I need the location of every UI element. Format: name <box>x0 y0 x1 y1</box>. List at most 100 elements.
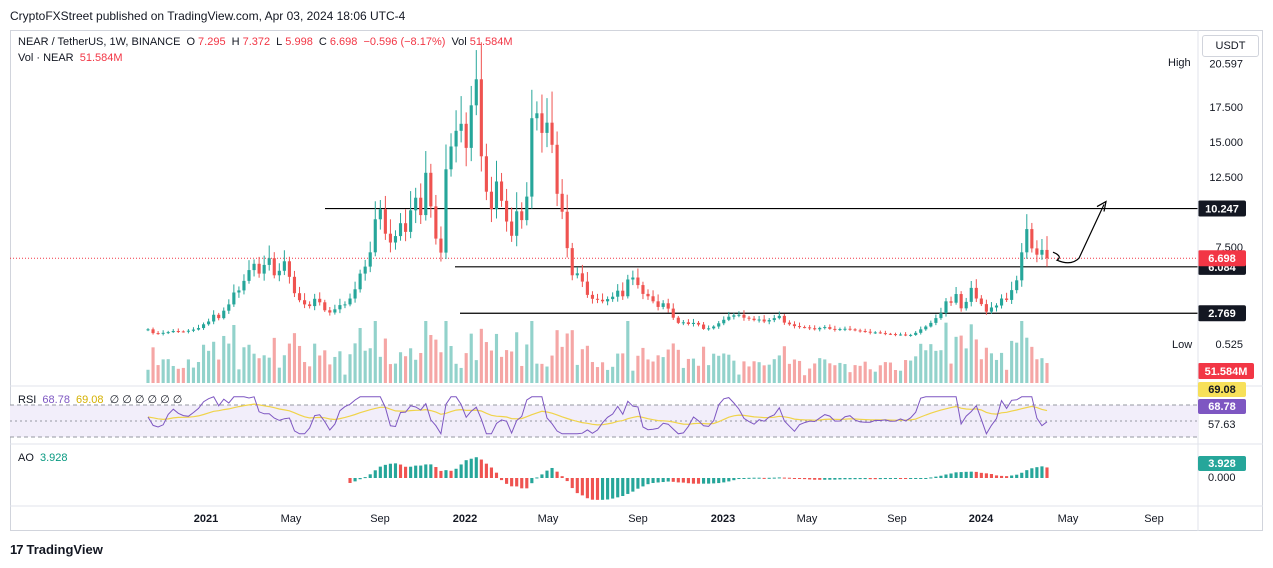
candle-body <box>560 193 564 212</box>
volume-bar <box>237 369 241 383</box>
candle-body <box>792 324 797 327</box>
volume-bar <box>752 361 756 383</box>
ao-bar <box>1010 475 1014 478</box>
volume-tag-bg <box>1198 363 1254 379</box>
candle-body <box>762 319 766 322</box>
volume-bar <box>530 321 534 383</box>
volume-name[interactable]: Vol · NEAR <box>18 52 74 64</box>
rsi-value: 68.78 <box>42 394 70 406</box>
volume-bar <box>873 371 877 383</box>
ao-tag-bg <box>1198 456 1246 471</box>
rsi-ma-tag-bg <box>1198 382 1246 397</box>
low-marker-label: Low <box>1172 339 1192 351</box>
volume-bar <box>525 344 529 383</box>
x-axis-tick: 2021 <box>194 513 218 525</box>
candle-body <box>398 223 403 237</box>
volume-bar <box>969 324 973 383</box>
volume-bar <box>343 374 347 383</box>
x-axis-tick: Sep <box>1144 513 1164 525</box>
ao-name[interactable]: AO <box>18 452 34 464</box>
volume-bar <box>207 350 211 383</box>
volume-bar <box>666 349 670 383</box>
ao-bar <box>742 478 746 479</box>
candle-body <box>752 318 756 321</box>
ao-bar <box>474 457 478 478</box>
volume-bar <box>363 350 367 383</box>
volume-bar <box>1045 363 1049 383</box>
ao-bar <box>479 459 483 478</box>
candle-body <box>1020 252 1024 281</box>
ao-bar <box>409 466 413 478</box>
ao-bar <box>1025 470 1029 478</box>
x-axis-tick: Sep <box>370 513 390 525</box>
volume-bar <box>691 358 696 383</box>
volume-bar <box>520 365 524 383</box>
candle-body <box>449 146 453 170</box>
volume-bar <box>747 366 751 383</box>
candle-body <box>353 289 357 299</box>
high-value: 7.372 <box>242 36 271 48</box>
volume-bar <box>949 363 953 383</box>
candle-body <box>267 258 271 265</box>
candle-body <box>712 326 716 329</box>
candle-body <box>939 313 943 319</box>
ao-bar <box>803 478 807 480</box>
ao-bar <box>1005 476 1009 478</box>
ao-bar <box>570 478 574 489</box>
ao-bar <box>636 478 640 489</box>
ao-bar <box>858 478 862 480</box>
volume-bar <box>808 368 812 383</box>
rsi-line <box>147 396 1048 436</box>
brand-label[interactable]: TradingView <box>26 542 103 557</box>
rsi-tag-bg <box>1198 399 1246 414</box>
candle-body <box>707 328 711 330</box>
volume-bar <box>151 347 155 383</box>
volume-bar <box>924 350 928 383</box>
volume-bar <box>535 363 539 383</box>
volume-bar <box>277 367 281 383</box>
volume-bar <box>242 347 246 383</box>
volume-bar <box>762 365 766 383</box>
ao-tag: 3.928 <box>1208 458 1236 470</box>
volume-bar <box>1010 340 1014 383</box>
rsi-name[interactable]: RSI <box>18 394 37 406</box>
ao-bar <box>1045 467 1049 478</box>
volume-bar <box>606 369 610 383</box>
ao-bar <box>934 476 938 478</box>
candle-body <box>616 290 620 297</box>
volume-bar <box>797 360 802 383</box>
volume-bar <box>545 366 549 383</box>
candle-body <box>348 298 352 305</box>
currency-button[interactable]: USDT <box>1202 35 1259 57</box>
symbol-label[interactable]: NEAR / TetherUS, 1W, BINANCE <box>18 36 181 48</box>
volume-bar <box>818 358 822 383</box>
candle-body <box>772 318 776 321</box>
ao-bar <box>782 477 786 479</box>
volume-bar <box>484 342 488 383</box>
candle-body <box>540 113 544 133</box>
ao-bar <box>575 478 579 494</box>
volume-bar <box>590 362 595 383</box>
high-marker-label: High <box>1168 57 1191 69</box>
candle-body <box>424 172 428 216</box>
volume-bar <box>328 364 332 383</box>
volume-bar <box>904 360 908 383</box>
arrow-head-icon <box>1096 200 1107 212</box>
candle-body <box>373 219 377 253</box>
volume-bar <box>611 366 615 383</box>
ao-bar <box>590 478 595 500</box>
volume-bar <box>954 336 958 383</box>
volume-bar <box>661 357 665 383</box>
candle-body <box>181 331 185 333</box>
volume-bar <box>974 339 978 383</box>
ao-bar <box>1015 474 1019 478</box>
candle-body <box>823 327 827 329</box>
ao-bar <box>434 467 438 478</box>
volume-bar <box>1015 342 1019 383</box>
ao-bar <box>681 478 685 483</box>
candle-body <box>252 263 256 271</box>
ao-bar <box>398 464 403 478</box>
volume-bar <box>262 355 266 383</box>
volume-bar <box>686 358 690 383</box>
